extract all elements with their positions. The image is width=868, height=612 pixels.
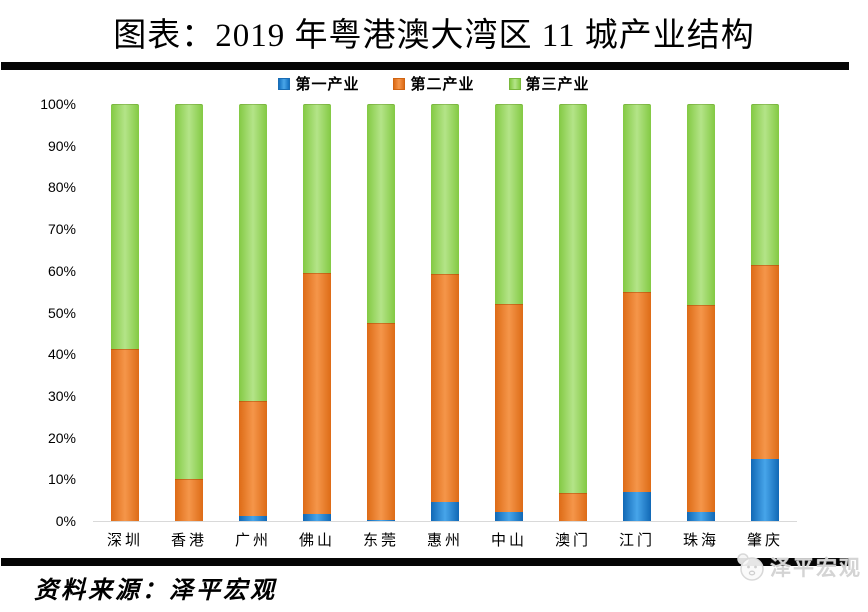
bar-column bbox=[541, 104, 605, 521]
bar-segment-tertiary bbox=[175, 104, 203, 480]
x-category-label: 肇庆 bbox=[746, 533, 783, 549]
bar-segment-secondary bbox=[367, 322, 395, 520]
y-tick-label: 100% bbox=[40, 96, 76, 112]
bar-segment-primary bbox=[431, 501, 459, 521]
x-category-label: 香港 bbox=[170, 533, 207, 549]
y-tick-label: 70% bbox=[47, 221, 76, 238]
bar-segment-secondary bbox=[431, 274, 459, 502]
bar-segment-primary bbox=[367, 519, 395, 521]
bottom-divider bbox=[1, 558, 849, 566]
y-axis-labels: 100% 90% 80% 70% 60% 50% 40% 30% 20% 10% 0% bbox=[0, 96, 80, 529]
watermark: 泽平宏观 bbox=[734, 549, 862, 585]
bar-column bbox=[733, 104, 797, 521]
bar-segment-tertiary bbox=[687, 104, 715, 305]
bar-segment-secondary bbox=[495, 304, 523, 512]
y-tick-label: 20% bbox=[47, 429, 76, 446]
bar-column bbox=[349, 104, 413, 521]
bar-segment-tertiary bbox=[111, 104, 139, 350]
y-tick-label: 90% bbox=[47, 137, 76, 154]
bar-segment-secondary bbox=[687, 305, 715, 512]
bar-column bbox=[669, 104, 733, 521]
bar-segment-secondary bbox=[111, 349, 139, 521]
x-category-label: 广州 bbox=[234, 533, 271, 549]
legend-swatch-secondary bbox=[393, 77, 406, 90]
bar-column bbox=[477, 104, 541, 521]
bar-segment-tertiary bbox=[559, 104, 587, 494]
x-category-label: 深圳 bbox=[106, 533, 143, 549]
legend-item-tertiary: 第三产业 bbox=[508, 73, 590, 94]
chart-title: 图表：2019 年粤港澳大湾区 11 城产业结构 bbox=[113, 18, 755, 54]
y-tick-label: 50% bbox=[47, 304, 76, 321]
legend-item-secondary: 第二产业 bbox=[393, 73, 474, 94]
bar-segment-secondary bbox=[623, 292, 651, 492]
bar-segment-primary bbox=[687, 511, 715, 521]
legend-swatch-primary bbox=[278, 77, 291, 90]
legend-item-primary: 第一产业 bbox=[278, 73, 359, 94]
bar-segment-tertiary bbox=[623, 104, 651, 293]
bar-segment-primary bbox=[239, 516, 267, 521]
bar-segment-primary bbox=[751, 458, 779, 521]
plot-area bbox=[93, 104, 797, 522]
bar-segment-tertiary bbox=[239, 104, 267, 401]
y-tick-label: 10% bbox=[47, 471, 76, 488]
x-category-label: 珠海 bbox=[682, 533, 719, 549]
legend-label-secondary: 第二产业 bbox=[410, 76, 475, 93]
bar-segment-secondary bbox=[239, 400, 267, 516]
bar-column bbox=[93, 104, 157, 521]
watermark-text: 泽平宏观 bbox=[770, 557, 862, 580]
x-category-label: 惠州 bbox=[426, 533, 463, 549]
bar-segment-primary bbox=[495, 511, 523, 521]
bar-segment-secondary bbox=[751, 264, 779, 459]
bar-column bbox=[157, 104, 221, 521]
bar-column bbox=[285, 104, 349, 521]
y-tick-label: 80% bbox=[47, 179, 76, 196]
y-tick-label: 40% bbox=[47, 346, 76, 363]
source-note: 资料来源：泽平宏观 bbox=[34, 578, 277, 604]
x-axis-labels: 深圳 香港 广州 佛山 东莞 惠州 中山 澳门 江门 珠海 肇庆 bbox=[93, 529, 797, 550]
bar-segment-primary bbox=[623, 491, 651, 521]
bar-column bbox=[605, 104, 669, 521]
x-category-label: 佛山 bbox=[298, 533, 335, 549]
y-tick-label: 30% bbox=[47, 387, 76, 404]
bar-segment-tertiary bbox=[495, 104, 523, 305]
bar-segment-secondary bbox=[175, 479, 203, 521]
legend-swatch-tertiary bbox=[508, 77, 521, 90]
x-category-label: 江门 bbox=[618, 533, 655, 549]
bar-segment-tertiary bbox=[431, 104, 459, 275]
legend: 第一产业 第二产业 第三产业 bbox=[0, 73, 868, 94]
x-category-label: 东莞 bbox=[362, 533, 399, 549]
legend-label-tertiary: 第三产业 bbox=[525, 76, 590, 93]
top-divider bbox=[1, 62, 849, 70]
bar-segment-secondary bbox=[303, 272, 331, 514]
bar-segment-tertiary bbox=[751, 104, 779, 265]
y-tick-label: 0% bbox=[55, 513, 76, 529]
bar-segment-tertiary bbox=[303, 104, 331, 273]
bar-column bbox=[221, 104, 285, 521]
y-tick-label: 60% bbox=[47, 262, 76, 279]
legend-label-primary: 第一产业 bbox=[295, 76, 360, 93]
avatar-face-icon bbox=[737, 553, 764, 581]
bar-segment-primary bbox=[303, 513, 331, 521]
x-category-label: 中山 bbox=[490, 533, 527, 549]
bar-segment-tertiary bbox=[367, 104, 395, 323]
bar-column bbox=[413, 104, 477, 521]
x-category-label: 澳门 bbox=[554, 533, 591, 549]
bar-segment-secondary bbox=[559, 493, 587, 521]
